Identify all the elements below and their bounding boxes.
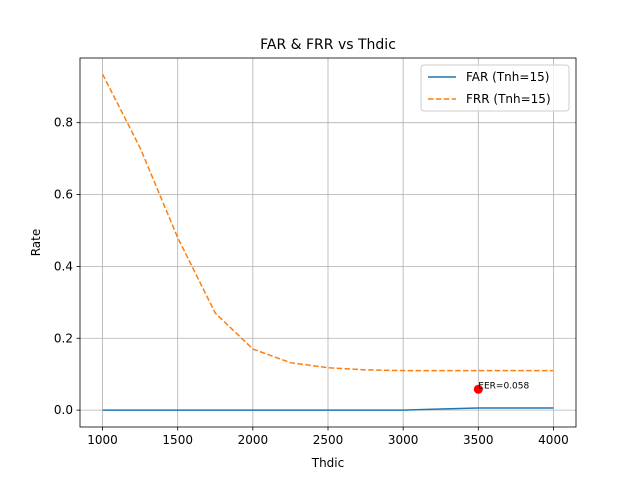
y-tick-label: 0.2 <box>54 331 73 345</box>
legend-label-frr: FRR (Tnh=15) <box>466 92 551 106</box>
x-axis-label: Thdic <box>311 456 344 470</box>
x-tick-label: 2500 <box>313 433 344 447</box>
y-tick-label: 0.6 <box>54 188 73 202</box>
y-tick-label: 0.4 <box>54 259 73 273</box>
x-tick-label: 2000 <box>238 433 269 447</box>
eer-annotation: EER=0.058 <box>478 381 529 391</box>
plot-series <box>101 73 554 411</box>
x-tick-label: 3000 <box>388 433 419 447</box>
x-tick-label: 1000 <box>87 433 118 447</box>
legend-box <box>420 64 570 112</box>
plot-markers: EER=0.058 <box>473 381 530 394</box>
axis-ticks: 1000 1500 2000 2500 3000 3500 4000 0.0 0.2 0.4 0.6… <box>54 116 569 447</box>
series-line-far <box>102 407 554 411</box>
x-tick-label: 4000 <box>538 433 569 447</box>
eer-point <box>473 384 483 394</box>
y-tick-label: 0.0 <box>54 403 73 417</box>
y-tick-label: 0.8 <box>54 116 73 130</box>
chart-title: FAR & FRR vs Thdic <box>260 37 396 53</box>
legend: FAR (Tnh=15) FRR (Tnh=15) <box>420 64 570 112</box>
legend-label-far: FAR (Tnh=15) <box>466 70 549 84</box>
x-tick-label: 3500 <box>463 433 494 447</box>
x-tick-label: 1500 <box>162 433 193 447</box>
y-axis-label: Rate <box>29 229 43 257</box>
